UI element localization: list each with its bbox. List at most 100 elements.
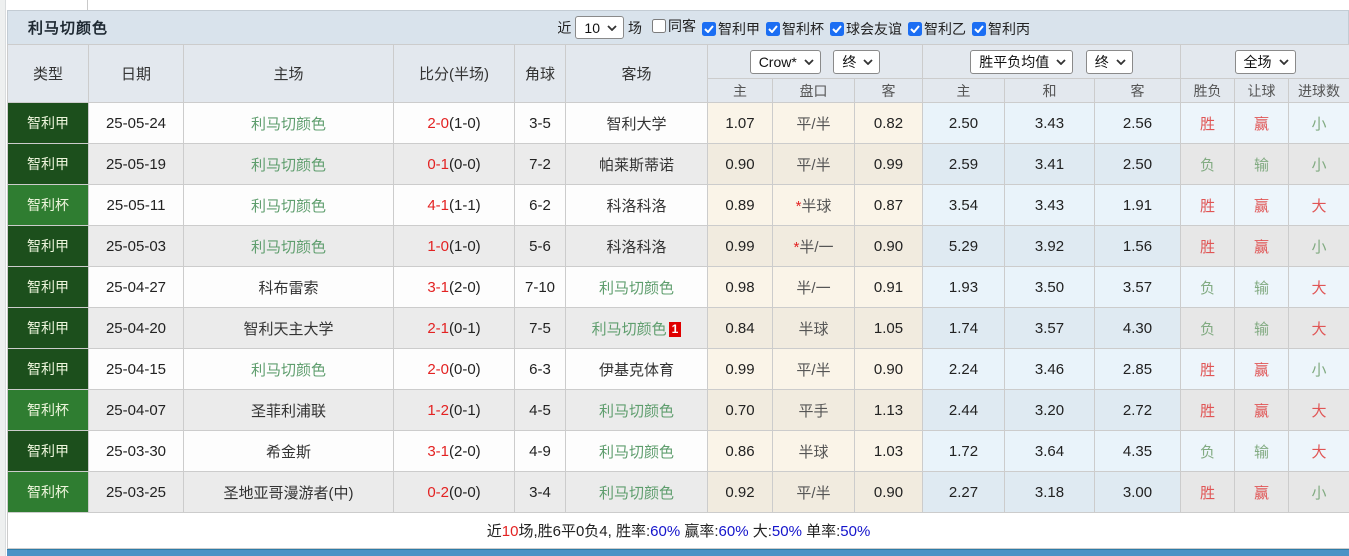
league-cell: 智利甲 bbox=[7, 225, 89, 267]
home-team-link[interactable]: 希金斯 bbox=[265, 443, 311, 461]
odds-time-select[interactable]: 终 bbox=[833, 49, 881, 74]
home-team-link[interactable]: 利马切颜色 bbox=[250, 115, 326, 133]
fulltime-score: 0-2 bbox=[427, 483, 449, 501]
avg-company-select[interactable]: 胜平负均值 bbox=[970, 49, 1074, 74]
title-bar: 利马切颜色 近 10 场 同客 智利甲 智利杯 球会友谊 智利乙 智利丙 bbox=[7, 10, 1349, 44]
chevron-down-icon bbox=[1116, 58, 1126, 65]
checked-checkbox-icon[interactable] bbox=[766, 22, 780, 36]
away-team-link[interactable]: 利马切颜色 bbox=[591, 320, 667, 338]
away-team-link[interactable]: 智利大学 bbox=[606, 115, 667, 133]
league-cell: 智利甲 bbox=[7, 348, 89, 390]
away-team-link[interactable]: 利马切颜色 bbox=[598, 279, 674, 297]
score-cell: 0-2(0-0) bbox=[393, 471, 515, 513]
scope-select[interactable]: 全场 bbox=[1234, 49, 1296, 74]
handicap-away-odds-cell: 0.87 bbox=[853, 184, 924, 226]
halftime-score: (1-0) bbox=[449, 237, 481, 255]
handicap-home-odds-cell: 0.90 bbox=[707, 143, 773, 185]
summary-segment: 50% bbox=[840, 523, 871, 540]
home-team-cell: 希金斯 bbox=[183, 430, 394, 472]
filter-checkbox-同客[interactable]: 同客 bbox=[652, 16, 696, 36]
handicap-odds-header: Crow* 终 bbox=[706, 44, 924, 79]
handicap-line-cell: 平/半 bbox=[772, 471, 855, 513]
filter-checkbox-智利乙[interactable]: 智利乙 bbox=[908, 19, 966, 39]
handicap-line-cell: 平/半 bbox=[772, 102, 855, 144]
away-team-cell: 科洛科洛 bbox=[565, 225, 708, 267]
star-mark: * bbox=[795, 197, 802, 215]
date-cell: 25-04-15 bbox=[88, 348, 184, 390]
home-team-link[interactable]: 利马切颜色 bbox=[250, 156, 326, 174]
handicap-line-text: 平手 bbox=[798, 402, 829, 420]
avg-away-odds-cell: 3.00 bbox=[1094, 471, 1182, 513]
filter-checkbox-智利丙[interactable]: 智利丙 bbox=[972, 19, 1030, 39]
handicap-result-cell: 赢 bbox=[1234, 225, 1290, 267]
filter-checkbox-label[interactable]: 智利丙 bbox=[988, 21, 1030, 37]
league-cell: 智利甲 bbox=[7, 143, 89, 185]
away-team-link[interactable]: 伊基克体育 bbox=[598, 361, 674, 379]
score-cell: 2-1(0-1) bbox=[393, 307, 515, 349]
filter-checkbox-label[interactable]: 球会友谊 bbox=[846, 21, 902, 37]
halftime-score: (0-0) bbox=[449, 483, 481, 501]
unchecked-checkbox-icon[interactable] bbox=[652, 19, 666, 33]
away-team-link[interactable]: 利马切颜色 bbox=[598, 484, 674, 502]
away-team-link[interactable]: 利马切颜色 bbox=[598, 443, 674, 461]
away-team-link[interactable]: 科洛科洛 bbox=[606, 238, 667, 256]
home-team-cell: 圣地亚哥漫游者(中) bbox=[183, 471, 394, 513]
col-header-date: 日期 bbox=[88, 44, 184, 103]
wdl-result-cell: 负 bbox=[1180, 143, 1236, 185]
checked-checkbox-icon[interactable] bbox=[830, 22, 844, 36]
corners-cell: 6-2 bbox=[514, 184, 566, 226]
handicap-result-cell: 输 bbox=[1234, 266, 1290, 308]
away-team-cell: 伊基克体育 bbox=[565, 348, 708, 390]
away-team-link[interactable]: 科洛科洛 bbox=[606, 197, 667, 215]
filter-checkbox-智利杯[interactable]: 智利杯 bbox=[766, 19, 824, 39]
avg-draw-odds-cell: 3.64 bbox=[1004, 430, 1096, 472]
summary-segment: 60% bbox=[718, 523, 749, 540]
away-team-link[interactable]: 利马切颜色 bbox=[598, 402, 674, 420]
avg-time-select[interactable]: 终 bbox=[1085, 49, 1133, 74]
checked-checkbox-icon[interactable] bbox=[972, 22, 986, 36]
handicap-home-odds-cell: 0.86 bbox=[707, 430, 773, 472]
column-border-stub bbox=[87, 0, 88, 10]
wdl-result-cell: 负 bbox=[1180, 307, 1236, 349]
fulltime-score: 2-1 bbox=[427, 319, 449, 337]
handicap-home-odds-cell: 0.70 bbox=[707, 389, 773, 431]
filter-checkbox-label[interactable]: 同客 bbox=[668, 18, 696, 34]
score-cell: 1-0(1-0) bbox=[393, 225, 515, 267]
home-team-link[interactable]: 智利天主大学 bbox=[243, 320, 334, 338]
checked-checkbox-icon[interactable] bbox=[908, 22, 922, 36]
result-text: 负 bbox=[1200, 443, 1216, 461]
subheader-handicap-result: 让球 bbox=[1234, 78, 1290, 103]
home-team-link[interactable]: 利马切颜色 bbox=[250, 361, 326, 379]
filter-checkbox-球会友谊[interactable]: 球会友谊 bbox=[830, 19, 902, 39]
away-team-link[interactable]: 帕莱斯蒂诺 bbox=[598, 156, 674, 174]
filter-checkbox-label[interactable]: 智利乙 bbox=[924, 21, 966, 37]
chevron-down-icon bbox=[607, 24, 617, 31]
home-team-cell: 利马切颜色 bbox=[183, 184, 394, 226]
home-team-link[interactable]: 利马切颜色 bbox=[250, 238, 326, 256]
handicap-away-odds-cell: 1.03 bbox=[853, 430, 924, 472]
goals-result-cell: 大 bbox=[1288, 430, 1349, 472]
avg-away-odds-cell: 3.57 bbox=[1094, 266, 1182, 308]
recent-count-select[interactable]: 10 bbox=[575, 16, 624, 39]
fulltime-score: 4-1 bbox=[427, 196, 449, 214]
goals-result-cell: 大 bbox=[1288, 307, 1349, 349]
filter-checkbox-智利甲[interactable]: 智利甲 bbox=[702, 19, 760, 39]
table-row: 智利甲 25-05-19 利马切颜色 0-1(0-0) 7-2 帕莱斯蒂诺 0.90 平/半 0… bbox=[7, 143, 1349, 185]
checked-checkbox-icon[interactable] bbox=[702, 22, 716, 36]
halftime-score: (2-0) bbox=[449, 442, 481, 460]
home-team-link[interactable]: 科布雷索 bbox=[258, 279, 319, 297]
handicap-result-cell: 赢 bbox=[1234, 389, 1290, 431]
home-team-link[interactable]: 利马切颜色 bbox=[250, 197, 326, 215]
goals-result-cell: 小 bbox=[1288, 143, 1349, 185]
result-text: 大 bbox=[1311, 320, 1327, 338]
filter-checkbox-label[interactable]: 智利甲 bbox=[718, 21, 760, 37]
away-team-cell: 智利大学 bbox=[565, 102, 708, 144]
odds-company-select[interactable]: Crow* bbox=[749, 49, 821, 74]
filter-checkbox-label[interactable]: 智利杯 bbox=[782, 21, 824, 37]
col-header-type: 类型 bbox=[7, 44, 89, 103]
home-team-link[interactable]: 圣菲利浦联 bbox=[250, 402, 326, 420]
result-text: 负 bbox=[1200, 320, 1216, 338]
result-text: 输 bbox=[1254, 320, 1270, 338]
home-team-link[interactable]: 圣地亚哥漫游者(中) bbox=[223, 484, 354, 502]
home-team-cell: 利马切颜色 bbox=[183, 102, 394, 144]
